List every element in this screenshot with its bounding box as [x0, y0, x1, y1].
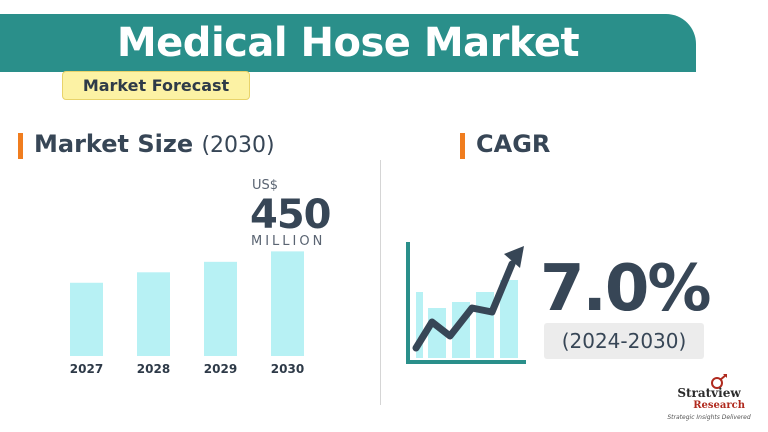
market-size-unit-prefix: US$	[252, 178, 279, 193]
title-banner	[0, 14, 696, 72]
cagr-accent	[460, 133, 465, 159]
bar-2030	[271, 251, 304, 356]
tick-label-2029: 2029	[204, 362, 237, 376]
market-size-unit-suffix: MILLION	[251, 234, 326, 249]
market-size-bar-chart: 2027 2028 2029 2030	[70, 251, 304, 376]
cagr-value: 7.0%	[540, 252, 711, 326]
logo-tagline: Strategic Insights Delivered	[667, 414, 751, 421]
cagr-period: (2024-2030)	[544, 323, 704, 359]
market-size-heading-label: Market Size	[34, 130, 194, 158]
logo-research: Research	[693, 400, 745, 411]
bar-2029	[204, 261, 237, 356]
cagr-heading: CAGR	[476, 130, 551, 158]
tick-label-2028: 2028	[137, 362, 170, 376]
page-title: Medical Hose Market	[116, 20, 580, 66]
market-size-heading: Market Size (2030)	[34, 130, 275, 158]
market-size-accent	[18, 133, 23, 159]
market-size-value: 450	[250, 192, 331, 238]
bar-2028	[137, 272, 170, 356]
bar-2027	[70, 282, 103, 356]
subtitle-badge: Market Forecast	[62, 71, 250, 100]
market-size-heading-year: (2030)	[201, 133, 275, 158]
tick-label-2030: 2030	[271, 362, 304, 376]
growth-chart-icon	[406, 242, 526, 364]
tick-label-2027: 2027	[70, 362, 103, 376]
logo-mark-icon	[711, 374, 727, 389]
stratview-logo: Stratview Research Strategic Insights De…	[655, 374, 763, 428]
logo-name: Stratview	[677, 386, 741, 400]
section-divider	[380, 160, 381, 405]
